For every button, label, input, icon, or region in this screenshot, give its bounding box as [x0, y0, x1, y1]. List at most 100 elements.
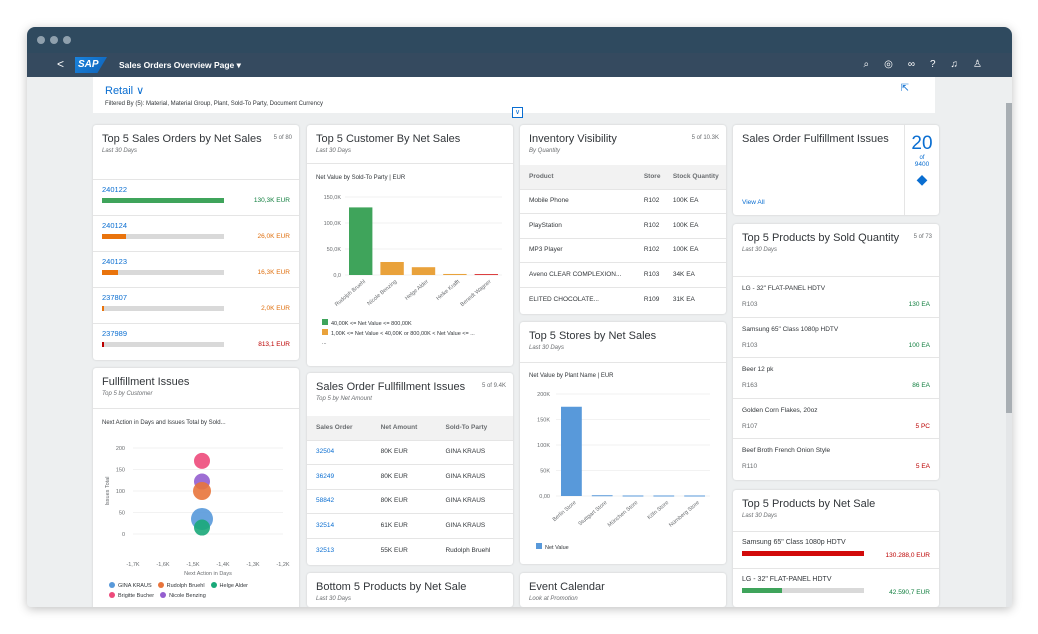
sales-order-id[interactable]: 240122 [102, 185, 128, 194]
table-cell[interactable]: 32514 [316, 522, 335, 530]
product-net-item[interactable]: Samsung 65" Class 1080p HDTV 130.288,0 E… [733, 532, 939, 569]
bubble[interactable] [194, 452, 210, 469]
legend-item-green[interactable]: 40,00K <= Net Value <= 800,00K [322, 319, 475, 329]
bar[interactable] [411, 267, 436, 275]
maximize-dot[interactable] [63, 36, 71, 44]
bar[interactable] [561, 406, 582, 496]
bubble[interactable] [193, 482, 211, 500]
column-header[interactable]: Net Amount [380, 424, 418, 432]
bar[interactable] [591, 495, 613, 497]
page-scrollbar[interactable] [1006, 103, 1012, 607]
sales-order-item[interactable]: 237989 813,1 EUR [93, 324, 299, 360]
bar[interactable] [653, 495, 675, 497]
card-top-sales-orders[interactable]: Top 5 Sales Orders by Net Sales Last 30 … [93, 125, 299, 360]
table-row[interactable]: Aveno CLEAR COMPLEXION... R103 34K EA [520, 262, 726, 288]
bubble[interactable] [194, 519, 210, 536]
scrollbar-thumb[interactable] [1006, 103, 1012, 413]
column-header[interactable]: Sold-To Party [445, 424, 488, 432]
notifications-icon[interactable]: ♫ [950, 59, 959, 70]
bubble-chart[interactable]: 200 150 100 50 0 -1,7K -1,6K -1,5K -1,4K -1,3K -1,… [93, 432, 299, 580]
table-row[interactable]: ELITED CHOCOLATE... R109 31K EA [520, 287, 726, 312]
variant-selector[interactable]: Retail ∨ [105, 85, 145, 97]
share-icon[interactable]: ⇱ [900, 83, 909, 94]
table-row[interactable]: MP3 Player R102 100K EA [520, 238, 726, 263]
card-event-calendar[interactable]: Event Calendar Look at Promotion [520, 573, 726, 607]
sales-order-id[interactable]: 240124 [102, 221, 128, 230]
bar[interactable] [380, 262, 404, 275]
table-row[interactable]: PlayStation R102 100K EA [520, 213, 726, 239]
sales-order-item[interactable]: 240122 130,3K EUR [93, 180, 299, 216]
table-row[interactable]: 32504 80K EUR GINA KRAUS [307, 440, 513, 465]
table-cell[interactable]: 32504 [316, 448, 335, 456]
bar[interactable] [474, 274, 498, 276]
table-cell: GINA KRAUS [445, 522, 486, 530]
user-icon[interactable]: ♙ [973, 59, 982, 70]
sales-order-id[interactable]: 237989 [102, 329, 128, 338]
card-title: Inventory Visibility [529, 133, 617, 145]
card-top-customers[interactable]: Top 5 Customer By Net Sales Last 30 Days… [307, 125, 513, 366]
product-item[interactable]: Golden Corn Flakes, 20oz R107 5 PC [733, 399, 939, 439]
bar[interactable] [622, 495, 644, 497]
card-so-fulfillment-table[interactable]: Sales Order Fullfillment Issues Top 5 by… [307, 373, 513, 565]
bar[interactable] [349, 207, 373, 275]
binoculars-icon[interactable]: ∞ [907, 59, 915, 70]
card-top-stores[interactable]: Top 5 Stores by Net Sales Last 30 Days N… [520, 322, 726, 564]
product-item[interactable]: Beef Broth French Onion Style R110 5 EA [733, 439, 939, 480]
legend-item[interactable]: Brigitte Bucher [109, 591, 154, 601]
product-item[interactable]: Samsung 65" Class 1080p HDTV R103 100 EA [733, 318, 939, 358]
column-header[interactable]: Store [643, 173, 661, 181]
card-fulfillment-issues-bubble[interactable]: Fullfillment Issues Top 5 by Customer Ne… [93, 368, 299, 607]
card-top-products-net-sale[interactable]: Top 5 Products by Net Sale Last 30 Days … [733, 490, 939, 607]
collapse-header-button[interactable]: ∨ [512, 107, 523, 118]
table-row[interactable]: 32513 55K EUR Rudolph Bruehl [307, 538, 513, 563]
legend-item[interactable]: GINA KRAUS [109, 581, 152, 591]
column-header[interactable]: Sales Order [316, 424, 353, 432]
sap-logo[interactable]: SAP [75, 57, 107, 73]
table-cell[interactable]: 58842 [316, 497, 335, 505]
product-net-item[interactable]: LG - 32" FLAT-PANEL HDTV 42.590,7 EUR [733, 569, 939, 606]
sales-order-item[interactable]: 240124 26,0K EUR [93, 216, 299, 252]
column-header[interactable]: Product [529, 173, 554, 181]
table-row[interactable]: 58842 80K EUR GINA KRAUS [307, 489, 513, 514]
browser-window: < SAP Sales Orders Overview Page ▾ ⌕ ◎ ∞… [27, 27, 1012, 607]
legend-item[interactable]: Rudolph Bruehl [157, 581, 205, 591]
product-item[interactable]: Beer 12 pk R163 86 EA [733, 358, 939, 399]
legend-net-value[interactable]: Net Value [536, 543, 569, 551]
view-all-link[interactable]: View All [742, 199, 765, 206]
minimize-dot[interactable] [50, 36, 58, 44]
help-icon[interactable]: ? [929, 59, 936, 70]
sales-order-item[interactable]: 240123 16,3K EUR [93, 252, 299, 288]
chart-title: Net Value by Plant Name | EUR [529, 373, 614, 379]
sales-order-id[interactable]: 237807 [102, 293, 128, 302]
bar[interactable] [443, 273, 467, 275]
card-title: Top 5 Products by Sold Quantity [742, 232, 900, 244]
legend-more[interactable]: ... [322, 340, 327, 346]
table-cell[interactable]: 32513 [316, 546, 335, 554]
table-cell: 80K EUR [380, 472, 408, 480]
app-title-menu[interactable]: Sales Orders Overview Page ▾ [119, 60, 241, 70]
sales-order-id[interactable]: 240123 [102, 257, 128, 266]
card-bottom-products[interactable]: Bottom 5 Products by Net Sale Last 30 Da… [307, 573, 513, 607]
close-dot[interactable] [37, 36, 45, 44]
column-header[interactable]: Stock Quantity [672, 173, 719, 181]
card-fulfillment-issues-kpi[interactable]: Sales Order Fulfillment Issues 20 of 940… [733, 125, 939, 215]
table-row[interactable]: Mobile Phone R102 100K EA [520, 189, 726, 214]
legend-item[interactable]: Nicole Benzing [160, 591, 206, 601]
bar[interactable] [684, 495, 705, 497]
table-row[interactable]: 36249 80K EUR GINA KRAUS [307, 464, 513, 490]
back-button[interactable]: < [57, 57, 65, 71]
legend-item[interactable]: Helge Alder [210, 581, 248, 591]
search-icon[interactable]: ⌕ [863, 59, 870, 70]
card-inventory-visibility[interactable]: Inventory Visibility By Quantity 5 of 10… [520, 125, 726, 314]
bubble-legend: GINA KRAUS Rudolph Bruehl Helge Alder Brigi… [109, 581, 297, 601]
legend-item-orange[interactable]: 1,00K <= Net Value < 40,00K or 800,00K <… [322, 329, 475, 339]
copilot-icon[interactable]: ◎ [884, 59, 893, 70]
product-item[interactable]: LG - 32" FLAT-PANEL HDTV R103 130 EA [733, 277, 939, 318]
table-cell[interactable]: 36249 [316, 472, 335, 480]
card-top-products-quantity[interactable]: Top 5 Products by Sold Quantity Last 30 … [733, 224, 939, 480]
sales-order-item[interactable]: 237807 2,0K EUR [93, 288, 299, 324]
table-row[interactable]: 32514 61K EUR GINA KRAUS [307, 513, 513, 539]
card-title: Sales Order Fulfillment Issues [742, 133, 889, 145]
